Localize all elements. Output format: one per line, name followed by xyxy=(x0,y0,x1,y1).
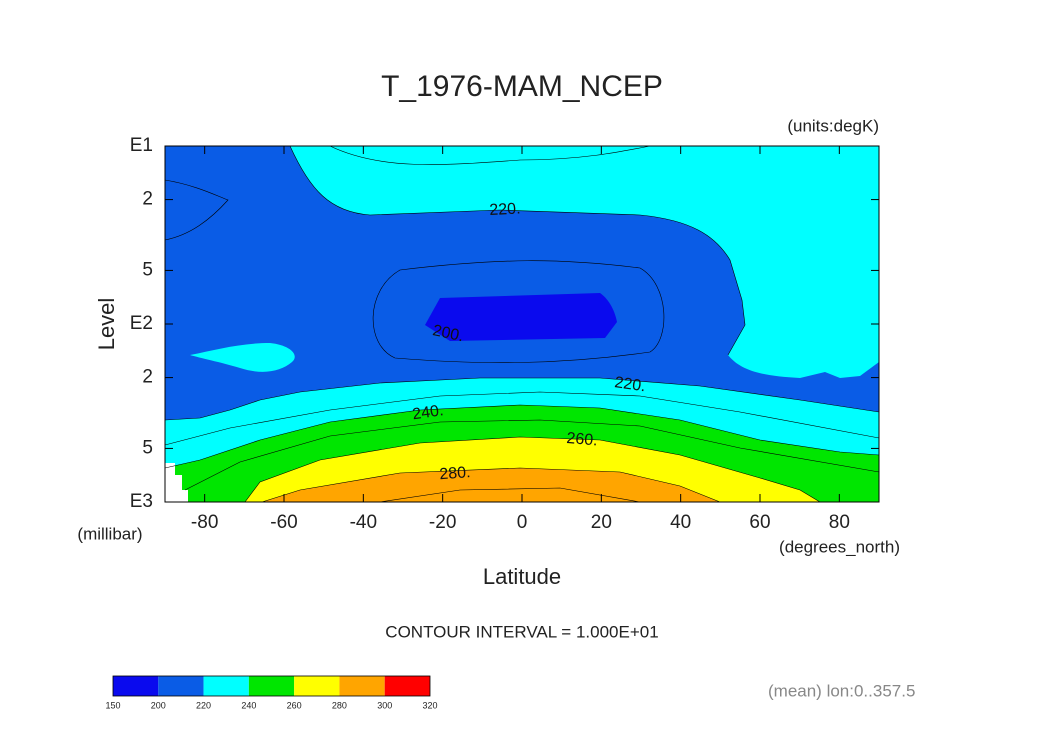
contour-label: 240. xyxy=(411,402,444,423)
contour-line xyxy=(261,467,721,503)
contour-line xyxy=(164,377,880,421)
y-tick-label: E2 xyxy=(130,313,153,334)
colorbar-label: 200 xyxy=(151,700,166,710)
colorbar-swatch xyxy=(113,676,159,696)
x-tick-label: 20 xyxy=(591,512,612,533)
colorbar-frame xyxy=(112,675,431,697)
contour-line xyxy=(329,145,651,165)
footnote: (mean) lon:0..357.5 xyxy=(768,681,915,700)
y-units: (millibar) xyxy=(77,524,142,543)
colorbar-swatch xyxy=(158,676,204,696)
x-units: (degrees_north) xyxy=(779,537,900,556)
colorbar-label: 300 xyxy=(377,700,392,710)
x-tick-label: 80 xyxy=(829,512,850,533)
x-axis-label: Latitude xyxy=(483,564,561,589)
region-200 xyxy=(425,293,617,341)
colorbar-label: 220 xyxy=(196,700,211,710)
colorbar-label: 280 xyxy=(332,700,347,710)
contour-label: 220. xyxy=(613,374,646,395)
x-tick-label: 60 xyxy=(749,512,770,533)
x-tick-label: 40 xyxy=(670,512,691,533)
y-axis-label: Level xyxy=(94,298,119,351)
y-tick-label: 2 xyxy=(142,189,153,210)
contour-line xyxy=(184,419,880,491)
colorbar-swatch xyxy=(294,676,340,696)
colorbar-label: 260 xyxy=(287,700,302,710)
contour-label: 220. xyxy=(489,200,521,219)
units-label: (units:degK) xyxy=(787,116,879,135)
chart-title: T_1976-MAM_NCEP xyxy=(381,70,663,103)
colorbar-label: 150 xyxy=(105,700,120,710)
contour-label: 280. xyxy=(439,464,471,483)
contour-field xyxy=(164,145,880,503)
contour-line xyxy=(379,487,641,503)
colorbar-swatch xyxy=(339,676,385,696)
y-tick-label: 5 xyxy=(142,259,153,280)
y-tick-label: E1 xyxy=(130,135,153,156)
colorbar-swatch xyxy=(248,676,295,696)
contour-label: 200. xyxy=(431,322,465,345)
x-tick-label: 0 xyxy=(517,512,528,533)
contour-interval-note: CONTOUR INTERVAL = 1.000E+01 xyxy=(385,622,658,641)
x-tick-label: -80 xyxy=(191,512,218,533)
x-tick-label: -60 xyxy=(270,512,297,533)
colorbar-label: 240 xyxy=(241,700,256,710)
contour-line xyxy=(372,260,665,363)
y-tick-label: 5 xyxy=(142,437,153,458)
contour-line xyxy=(244,436,821,503)
colorbar-label: 320 xyxy=(422,700,437,710)
region-cyan-blob xyxy=(190,343,295,372)
x-tick-label: -20 xyxy=(429,512,456,533)
contour-line xyxy=(164,179,229,241)
missing-data xyxy=(165,463,188,502)
contour-line xyxy=(289,145,746,356)
y-tick-label: E3 xyxy=(130,491,153,512)
colorbar-swatch xyxy=(384,676,430,696)
contour-label: 260. xyxy=(566,430,599,450)
region-220 xyxy=(165,146,879,420)
x-tick-label: -40 xyxy=(350,512,377,533)
contour-line xyxy=(164,404,880,469)
colorbar-swatch xyxy=(203,676,249,696)
y-tick-label: 2 xyxy=(142,367,153,388)
region-280 xyxy=(262,468,720,502)
contour-line xyxy=(164,391,880,446)
